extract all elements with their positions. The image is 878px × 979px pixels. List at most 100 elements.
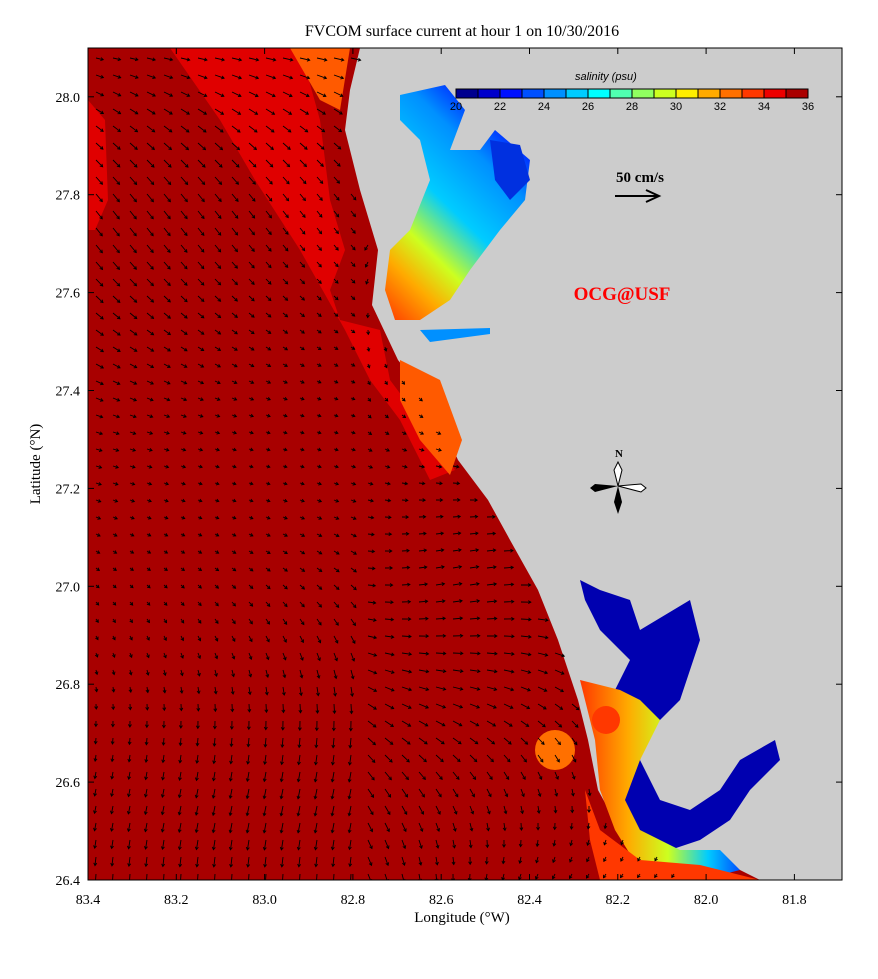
current-arrow xyxy=(503,634,515,639)
current-arrow xyxy=(211,771,216,782)
current-arrow xyxy=(246,754,250,765)
current-arrow xyxy=(214,278,222,286)
current-arrow xyxy=(112,448,120,452)
current-arrow xyxy=(163,329,172,336)
current-arrow xyxy=(231,550,237,554)
current-arrow xyxy=(282,380,288,384)
current-arrow xyxy=(214,669,218,678)
colorbar-bin xyxy=(565,88,589,99)
current-arrow xyxy=(418,582,429,587)
current-arrow xyxy=(486,651,498,656)
current-arrow xyxy=(452,481,461,486)
current-arrow xyxy=(316,464,322,469)
current-arrow xyxy=(299,57,311,62)
nearshore-high-salinity-zone xyxy=(170,48,455,480)
current-arrow xyxy=(299,227,306,235)
scale-arrow-label: 50 cm/s xyxy=(616,170,664,186)
current-arrow xyxy=(384,414,389,419)
current-arrow xyxy=(129,74,139,79)
current-arrow xyxy=(537,669,549,675)
current-arrow xyxy=(248,430,254,435)
current-arrow xyxy=(112,601,117,606)
current-arrow xyxy=(265,550,271,554)
current-arrow xyxy=(94,686,99,693)
current-arrow xyxy=(401,617,412,621)
current-arrow xyxy=(247,703,252,713)
current-arrow xyxy=(146,380,154,385)
current-arrow xyxy=(333,686,337,697)
current-arrow xyxy=(162,703,167,712)
current-arrow xyxy=(163,363,171,368)
current-arrow xyxy=(231,91,242,98)
current-arrow xyxy=(297,720,302,731)
current-arrow xyxy=(435,565,445,569)
current-arrow xyxy=(520,583,532,587)
offshore-plume xyxy=(535,730,575,770)
current-arrow xyxy=(129,91,139,97)
current-arrow xyxy=(180,430,187,435)
y-tick-label: 27.6 xyxy=(56,287,81,302)
current-arrow xyxy=(229,856,234,868)
current-arrow xyxy=(536,822,540,831)
current-arrow xyxy=(231,176,240,185)
current-arrow xyxy=(214,567,220,572)
current-arrow xyxy=(112,227,120,237)
current-arrow xyxy=(282,295,289,301)
current-arrow xyxy=(435,448,442,452)
current-arrow xyxy=(384,617,395,622)
current-arrow xyxy=(248,363,255,368)
current-arrow xyxy=(350,464,357,469)
current-arrow xyxy=(180,464,187,469)
current-arrow xyxy=(129,125,139,133)
current-arrow xyxy=(281,703,286,714)
current-arrow xyxy=(384,515,392,520)
current-arrow xyxy=(231,397,238,401)
current-arrow xyxy=(93,788,97,797)
current-arrow xyxy=(280,720,285,731)
current-arrow xyxy=(401,754,410,763)
current-arrow xyxy=(180,159,189,168)
current-arrow xyxy=(163,601,168,606)
current-arrow xyxy=(214,176,223,185)
current-arrow xyxy=(265,430,271,435)
current-arrow xyxy=(110,822,114,832)
current-arrow xyxy=(418,839,423,850)
current-arrow xyxy=(146,481,153,486)
current-arrow xyxy=(384,771,392,781)
current-arrow xyxy=(297,737,302,749)
current-arrow xyxy=(112,346,121,352)
current-arrow xyxy=(384,669,395,674)
sarasota-bay xyxy=(400,360,462,475)
current-arrow xyxy=(282,108,293,115)
current-arrow xyxy=(195,720,200,730)
current-arrow xyxy=(129,397,138,402)
current-arrow xyxy=(265,244,272,252)
current-arrow xyxy=(197,142,207,151)
current-arrow xyxy=(401,788,409,798)
current-arrow xyxy=(316,91,327,98)
current-arrow xyxy=(452,514,462,519)
current-arrow xyxy=(144,839,148,850)
current-arrow xyxy=(111,669,116,676)
current-arrow xyxy=(265,669,270,678)
current-arrow xyxy=(197,498,203,503)
current-arrow xyxy=(163,515,169,520)
current-arrow xyxy=(197,210,205,220)
current-arrow xyxy=(214,142,224,151)
current-arrow xyxy=(197,550,203,554)
current-arrow xyxy=(537,703,547,710)
current-arrow xyxy=(146,533,152,537)
current-arrow xyxy=(197,193,205,203)
current-arrow xyxy=(333,447,339,452)
current-arrow xyxy=(194,788,199,799)
current-arrow xyxy=(282,618,288,626)
current-arrow xyxy=(282,601,288,608)
current-arrow xyxy=(350,244,356,251)
current-arrow xyxy=(299,380,305,384)
current-arrow xyxy=(265,210,272,219)
colorbar-bin xyxy=(455,88,479,99)
current-arrow xyxy=(316,210,323,218)
harbor-plume xyxy=(592,706,620,734)
current-arrow xyxy=(180,91,191,97)
current-arrow xyxy=(248,125,258,133)
